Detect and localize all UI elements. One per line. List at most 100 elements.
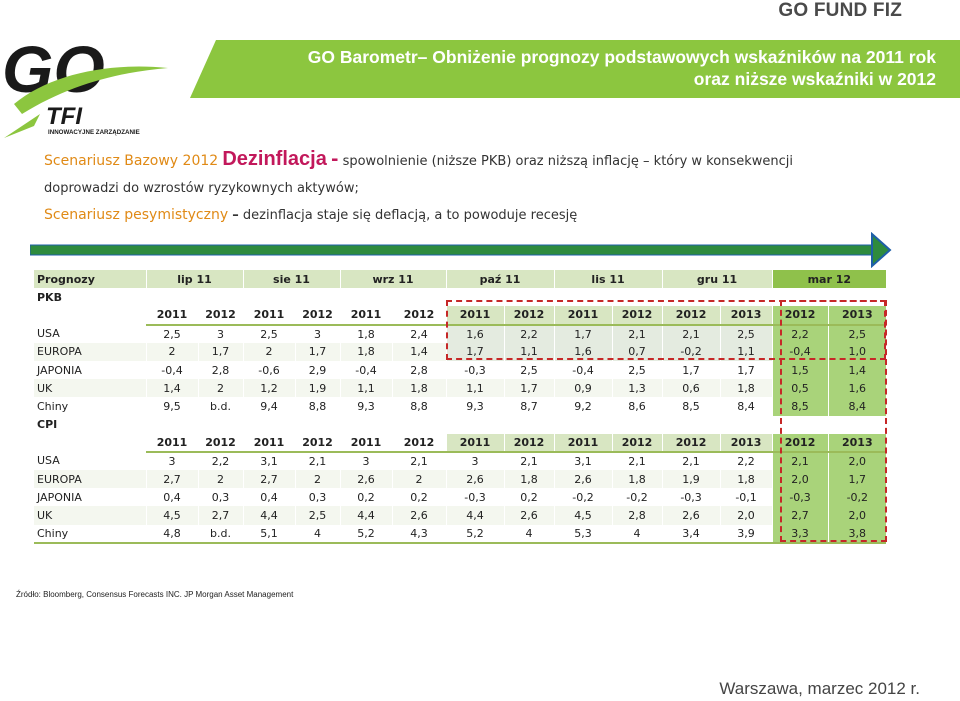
value-cell: 2,8 bbox=[611, 506, 663, 525]
value-cell: 3,9 bbox=[719, 524, 773, 544]
country-label: USA bbox=[34, 324, 146, 343]
value-cell: 3 bbox=[197, 324, 243, 343]
pessimistic-scenario-label: Scenariusz pesymistyczny bbox=[44, 207, 229, 223]
pessimistic-scenario-line: Scenariusz pesymistyczny – dezinflacja s… bbox=[44, 207, 577, 223]
value-cell: 2,1 bbox=[391, 451, 447, 471]
value-cell: 2,2 bbox=[197, 451, 243, 471]
header-cell: lip 11 bbox=[145, 270, 243, 289]
value-cell: 2,7 bbox=[145, 470, 198, 489]
value-cell: 0,2 bbox=[339, 488, 393, 507]
value-cell: 1,6 bbox=[827, 379, 887, 398]
value-cell: 1,9 bbox=[294, 379, 341, 398]
value-cell: 4,5 bbox=[145, 506, 198, 525]
table-row: JAPONIA 0,4 0,3 0,4 0,3 0,2 0,2 -0,3 0,2 -0,2 -0,2… bbox=[34, 488, 887, 507]
value-cell: 0,2 bbox=[391, 488, 447, 507]
value-cell: 1,5 bbox=[771, 360, 829, 380]
value-cell: -0,2 bbox=[611, 488, 663, 507]
value-cell: 3 bbox=[145, 451, 198, 471]
value-cell: -0,4 bbox=[145, 360, 198, 380]
year-cell: 2012 bbox=[391, 306, 447, 326]
value-cell: 2,6 bbox=[391, 506, 447, 525]
value-cell: -0,3 bbox=[771, 488, 829, 507]
value-cell: 2,0 bbox=[771, 470, 829, 489]
year-cell: 2011 bbox=[145, 433, 198, 453]
year-cell: 2012 bbox=[661, 433, 721, 453]
value-cell: -0,2 bbox=[661, 342, 721, 361]
value-cell: 1,1 bbox=[503, 342, 555, 361]
value-cell: 2,1 bbox=[771, 451, 829, 471]
value-cell: 2,7 bbox=[197, 506, 243, 525]
year-cell: 2011 bbox=[242, 306, 295, 326]
table-row: EUROPA 2,7 2 2,7 2 2,6 2 2,6 1,8 2,6 1,8 1,9 1,8 2,0 1… bbox=[34, 470, 887, 489]
value-cell: -0,3 bbox=[445, 488, 505, 507]
value-cell: 8,4 bbox=[719, 397, 773, 416]
year-cell: 2011 bbox=[553, 306, 613, 326]
years-row-pkb: 2011 2012 2011 2012 2011 2012 2011 2012 2011 2012… bbox=[34, 306, 887, 326]
value-cell: 5,2 bbox=[445, 524, 505, 544]
header-cell: mar 12 bbox=[771, 270, 887, 289]
value-cell: 1,8 bbox=[719, 470, 773, 489]
header-cell: Prognozy bbox=[34, 270, 146, 289]
value-cell: 0,2 bbox=[503, 488, 555, 507]
value-cell: 2,6 bbox=[339, 470, 393, 489]
value-cell: 2 bbox=[242, 342, 295, 361]
base-scenario-label: Scenariusz Bazowy 2012 bbox=[44, 153, 219, 169]
pessimistic-scenario-text: dezinflacja staje się deflacją, a to pow… bbox=[242, 208, 578, 223]
value-cell: 2,2 bbox=[719, 451, 773, 471]
page-title: GO Barometr– Obniżenie prognozy podstawo… bbox=[308, 46, 936, 90]
header-cell: lis 11 bbox=[553, 270, 663, 289]
value-cell: 1,3 bbox=[611, 379, 663, 398]
value-cell: -0,2 bbox=[827, 488, 887, 507]
forecast-table-wrap: Prognozy lip 11 sie 11 wrz 11 paź 11 lis… bbox=[34, 270, 887, 544]
value-cell: 9,2 bbox=[553, 397, 613, 416]
value-cell: 2,1 bbox=[611, 324, 663, 343]
value-cell: 2,5 bbox=[294, 506, 341, 525]
value-cell: 2,8 bbox=[197, 360, 243, 380]
value-cell: 4,8 bbox=[145, 524, 198, 544]
section-label: CPI bbox=[34, 415, 146, 434]
value-cell: 1,8 bbox=[719, 379, 773, 398]
value-cell: 2 bbox=[294, 470, 341, 489]
header-cell: wrz 11 bbox=[339, 270, 447, 289]
value-cell: 3,4 bbox=[661, 524, 721, 544]
base-scenario-continued: doprowadzi do wzrostów ryzykownych aktyw… bbox=[44, 181, 359, 196]
value-cell: 2,5 bbox=[503, 360, 555, 380]
year-cell: 2013 bbox=[719, 306, 773, 326]
value-cell: 9,3 bbox=[445, 397, 505, 416]
value-cell: 8,4 bbox=[827, 397, 887, 416]
value-cell: 1,8 bbox=[391, 379, 447, 398]
value-cell: 4 bbox=[294, 524, 341, 544]
value-cell: 4,4 bbox=[339, 506, 393, 525]
forward-arrow-icon bbox=[29, 231, 892, 269]
title-banner: GO Barometr– Obniżenie prognozy podstawo… bbox=[190, 38, 960, 100]
country-label: EUROPA bbox=[34, 342, 146, 361]
value-cell: 1,9 bbox=[661, 470, 721, 489]
country-label: Chiny bbox=[34, 397, 146, 416]
value-cell: 3,1 bbox=[553, 451, 613, 471]
table-header-row: Prognozy lip 11 sie 11 wrz 11 paź 11 lis… bbox=[34, 270, 887, 289]
table-row: EUROPA 2 1,7 2 1,7 1,8 1,4 1,7 1,1 1,6 0,7 -0,2 1,1-… bbox=[34, 342, 887, 361]
year-cell: 2013 bbox=[827, 433, 887, 453]
value-cell: -0,4 bbox=[771, 342, 829, 361]
value-cell: 3 bbox=[294, 324, 341, 343]
value-cell: 1,6 bbox=[553, 342, 613, 361]
year-cell: 2012 bbox=[294, 306, 341, 326]
value-cell: 9,4 bbox=[242, 397, 295, 416]
value-cell: 4,4 bbox=[445, 506, 505, 525]
section-row-cpi: CPI bbox=[34, 415, 887, 434]
country-label: JAPONIA bbox=[34, 360, 146, 380]
value-cell: 2 bbox=[391, 470, 447, 489]
value-cell: 1,7 bbox=[827, 470, 887, 489]
value-cell: 5,1 bbox=[242, 524, 295, 544]
value-cell: 1,4 bbox=[391, 342, 447, 361]
value-cell: 2,1 bbox=[503, 451, 555, 471]
value-cell: 0,7 bbox=[611, 342, 663, 361]
place-date: Warszawa, marzec 2012 r. bbox=[719, 679, 920, 698]
value-cell: 1,4 bbox=[145, 379, 198, 398]
pessimistic-dash: – bbox=[232, 208, 239, 223]
section-row-pkb: PKB bbox=[34, 288, 887, 307]
value-cell: -0,1 bbox=[719, 488, 773, 507]
value-cell: 1,7 bbox=[294, 342, 341, 361]
country-label: Chiny bbox=[34, 524, 146, 544]
value-cell: 3,8 bbox=[827, 524, 887, 544]
